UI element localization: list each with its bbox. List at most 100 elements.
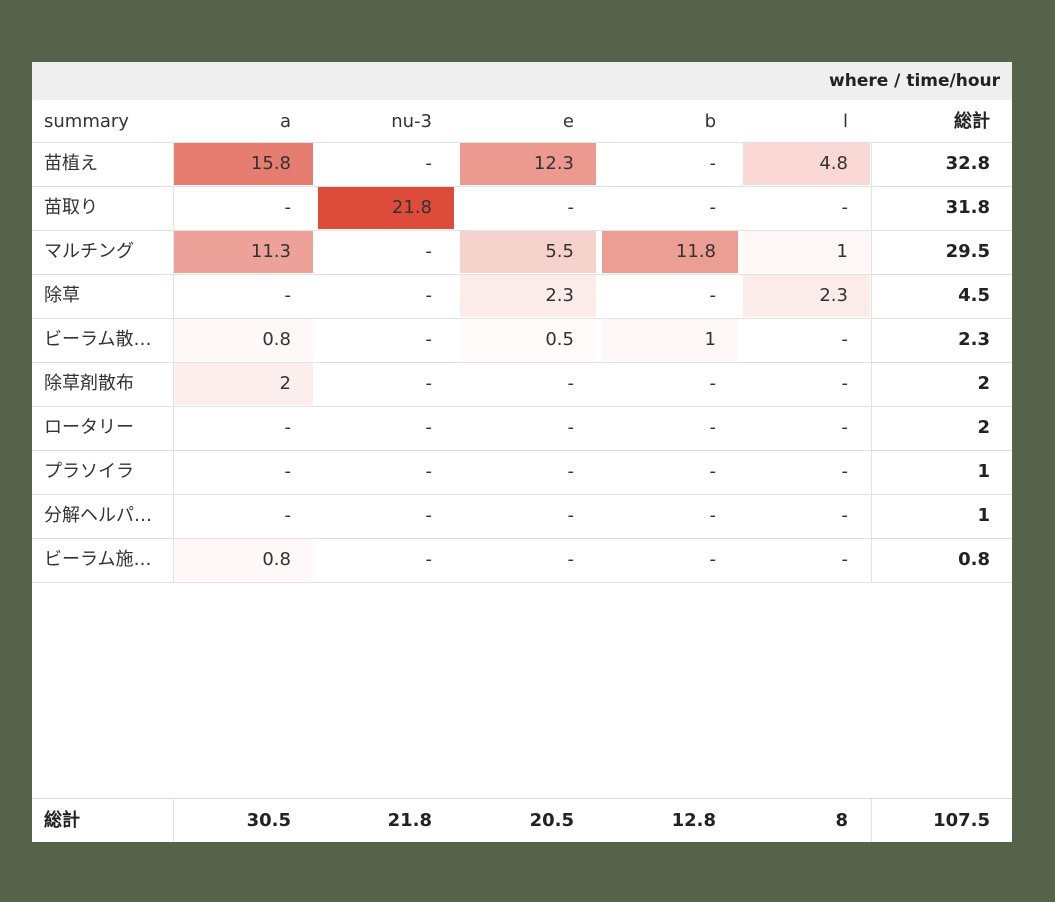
heatmap-cell: 2.3 xyxy=(460,275,596,317)
row-label: マルチング xyxy=(44,241,134,262)
column-divider xyxy=(871,799,872,842)
row-label: プラソイラ xyxy=(44,461,134,482)
row-divider xyxy=(32,142,1012,143)
heatmap-cell: 12.3 xyxy=(460,143,596,185)
empty-cell: - xyxy=(425,285,433,306)
column-divider xyxy=(173,143,174,583)
empty-cell: - xyxy=(841,461,849,482)
row-total: 2.3 xyxy=(958,329,990,350)
row-divider xyxy=(32,406,1012,407)
column-total: 8 xyxy=(835,810,848,831)
column-total: 30.5 xyxy=(246,810,291,831)
row-divider xyxy=(32,186,1012,187)
row-divider xyxy=(32,274,1012,275)
column-total: 12.8 xyxy=(671,810,716,831)
grand-total-label: 総計 xyxy=(44,810,80,831)
row-divider xyxy=(32,362,1012,363)
heatmap-cell: 2.3 xyxy=(743,275,870,317)
empty-cell: - xyxy=(841,197,849,218)
empty-cell: - xyxy=(284,197,292,218)
row-total: 0.8 xyxy=(958,549,990,570)
empty-cell: - xyxy=(709,417,717,438)
row-label: 除草剤散布 xyxy=(44,373,134,394)
row-total: 1 xyxy=(977,505,990,526)
pivot-column-dimension-header: where / time/hour xyxy=(32,62,1012,100)
empty-cell: - xyxy=(284,285,292,306)
heatmap-cell: 4.8 xyxy=(743,143,870,185)
row-total: 1 xyxy=(977,461,990,482)
empty-cell: - xyxy=(425,241,433,262)
row-total: 31.8 xyxy=(945,197,990,218)
heatmap-cell: 1 xyxy=(602,319,738,361)
heatmap-cell: 5.5 xyxy=(460,231,596,273)
empty-cell: - xyxy=(425,505,433,526)
heatmap-cell: 21.8 xyxy=(318,187,454,229)
column-total: 20.5 xyxy=(529,810,574,831)
column-header: a xyxy=(279,111,291,132)
column-header: b xyxy=(704,111,716,132)
row-divider xyxy=(32,582,1012,583)
corner-label: summary xyxy=(44,111,129,132)
heatmap-cell: 2 xyxy=(174,363,313,405)
row-label: ビーラム散… xyxy=(44,329,152,350)
empty-cell: - xyxy=(567,197,575,218)
empty-cell: - xyxy=(425,417,433,438)
column-divider xyxy=(173,799,174,842)
row-divider xyxy=(32,230,1012,231)
pivot-title: where / time/hour xyxy=(829,71,1000,91)
row-divider xyxy=(32,318,1012,319)
row-divider xyxy=(32,494,1012,495)
empty-cell: - xyxy=(567,461,575,482)
empty-cell: - xyxy=(709,285,717,306)
row-label: ビーラム施… xyxy=(44,549,152,570)
row-label: 分解ヘルパ… xyxy=(44,505,152,526)
empty-cell: - xyxy=(284,505,292,526)
empty-cell: - xyxy=(841,417,849,438)
empty-cell: - xyxy=(841,549,849,570)
empty-cell: - xyxy=(841,329,849,350)
heatmap-cell: 11.3 xyxy=(174,231,313,273)
empty-cell: - xyxy=(709,373,717,394)
empty-cell: - xyxy=(425,373,433,394)
heatmap-cell: 0.5 xyxy=(460,319,596,361)
empty-cell: - xyxy=(567,505,575,526)
empty-cell: - xyxy=(567,373,575,394)
empty-cell: - xyxy=(425,461,433,482)
empty-cell: - xyxy=(425,153,433,174)
row-total: 29.5 xyxy=(945,241,990,262)
grand-total-value: 107.5 xyxy=(933,810,990,831)
heatmap-cell: 15.8 xyxy=(174,143,313,185)
column-total: 21.8 xyxy=(387,810,432,831)
empty-cell: - xyxy=(841,505,849,526)
empty-cell: - xyxy=(284,417,292,438)
empty-cell: - xyxy=(709,197,717,218)
empty-cell: - xyxy=(709,461,717,482)
row-divider xyxy=(32,798,1012,799)
empty-cell: - xyxy=(567,549,575,570)
row-label: ロータリー xyxy=(44,417,134,438)
empty-cell: - xyxy=(284,461,292,482)
row-label: 苗植え xyxy=(44,153,98,174)
heatmap-cell: 1 xyxy=(743,231,870,273)
row-total: 2 xyxy=(977,417,990,438)
empty-cell: - xyxy=(709,153,717,174)
empty-cell: - xyxy=(425,329,433,350)
row-divider xyxy=(32,538,1012,539)
total-column-header: 総計 xyxy=(954,111,990,132)
row-divider xyxy=(32,450,1012,451)
empty-cell: - xyxy=(567,417,575,438)
empty-cell: - xyxy=(425,549,433,570)
empty-cell: - xyxy=(709,549,717,570)
pivot-table-card: where / time/hour summary a nu-3 e b l 総計 苗植え 15… xyxy=(32,62,1012,842)
row-label: 除草 xyxy=(44,285,80,306)
column-header: nu-3 xyxy=(391,111,432,132)
row-total: 32.8 xyxy=(945,153,990,174)
row-label: 苗取り xyxy=(44,197,98,218)
row-total: 2 xyxy=(977,373,990,394)
empty-cell: - xyxy=(709,505,717,526)
heatmap-cell: 11.8 xyxy=(602,231,738,273)
column-divider xyxy=(871,143,872,583)
column-header: l xyxy=(842,111,848,132)
heatmap-cell: 0.8 xyxy=(174,319,313,361)
row-total: 4.5 xyxy=(958,285,990,306)
